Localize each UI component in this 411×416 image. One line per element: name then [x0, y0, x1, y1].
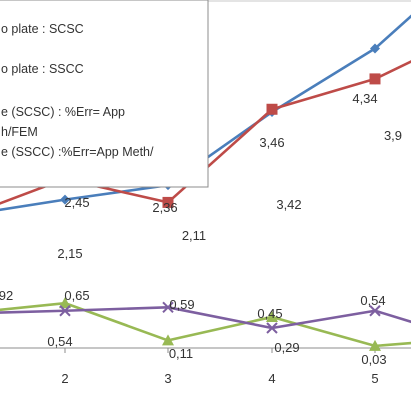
data-label: 0,65 — [64, 288, 89, 303]
series-point-square — [266, 103, 278, 115]
series-point-diamond — [60, 194, 70, 205]
series-point-x — [266, 322, 278, 334]
legend-entry-label: e (SSCC) :%Err=App Meth/ — [1, 145, 154, 159]
data-label: 2,15 — [57, 246, 82, 261]
legend: o plate : SCSC o plate : SSCC e (SCSC) : %… — [0, 0, 209, 188]
data-label: 3,46 — [259, 135, 284, 150]
legend-entry-label: o plate : SCSC — [1, 22, 84, 36]
data-label: 0,45 — [257, 306, 282, 321]
x-marker-stroke — [266, 322, 278, 334]
series-point-diamond — [370, 43, 380, 54]
data-labels-layer: 4,34 3,9 3,46 3,42 2,45 2,36 2,15 2,11 92 0,65 0,5… — [0, 91, 402, 367]
series-point-x — [369, 305, 381, 317]
data-label: 2,11 — [182, 228, 206, 243]
legend-entry-label: e (SCSC) : %Err= App — [1, 105, 125, 119]
data-label: 0,29 — [274, 340, 299, 355]
data-label: 3,42 — [276, 197, 301, 212]
data-label: 92 — [0, 288, 13, 303]
data-label: 0,54 — [47, 334, 72, 349]
x-tick-label: 5 — [371, 371, 378, 386]
data-label: 3,9 — [384, 128, 402, 143]
data-label: 4,34 — [352, 91, 377, 106]
legend-box — [0, 0, 209, 188]
series-point-triangle — [266, 310, 278, 322]
x-marker-stroke — [369, 305, 381, 317]
series-point-triangle — [162, 334, 174, 346]
data-label: 0,54 — [360, 293, 385, 308]
series-point-x — [162, 301, 174, 313]
series-line-tail — [374, 309, 411, 324]
x-tick-label: 2 — [61, 371, 68, 386]
data-label: 0,03 — [361, 352, 386, 367]
legend-entry-label: h/FEM — [1, 125, 38, 139]
series-line-tail — [374, 14, 411, 50]
series-point-x — [59, 305, 71, 317]
series-point-square — [369, 73, 381, 85]
x-marker-stroke — [162, 301, 174, 313]
x-marker-stroke — [59, 305, 71, 317]
x-tick-label: 4 — [268, 371, 275, 386]
data-label: 2,36 — [152, 200, 177, 215]
series-point-triangle — [369, 339, 381, 351]
data-label: 0,11 — [169, 346, 193, 361]
series-line-tail — [374, 341, 411, 348]
series-point-triangle — [59, 297, 71, 309]
data-label: 0,59 — [169, 297, 194, 312]
x-tick-label: 3 — [164, 371, 171, 386]
series-point-square — [162, 196, 174, 208]
data-label: 2,45 — [64, 195, 89, 210]
legend-entry-label: o plate : SSCC — [1, 62, 84, 76]
